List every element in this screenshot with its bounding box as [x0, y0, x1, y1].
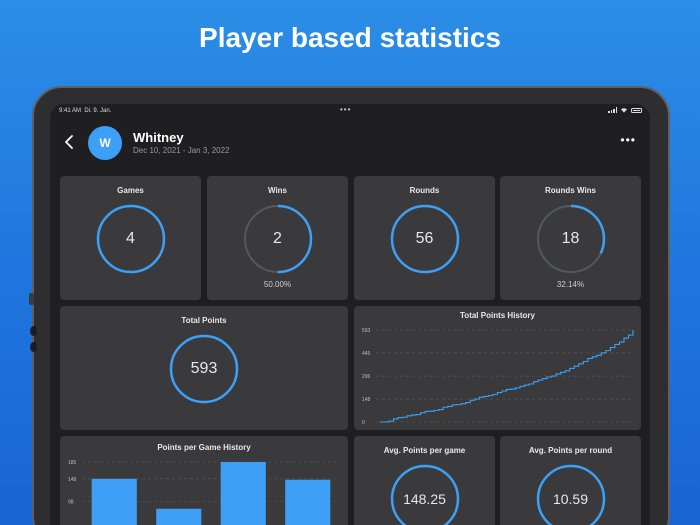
- more-options-icon[interactable]: •••: [620, 133, 636, 147]
- line-chart-title: Total Points History: [460, 311, 536, 320]
- multitask-dots[interactable]: •••: [340, 105, 352, 114]
- cellular-signal-icon: [608, 107, 617, 113]
- player-avatar: W: [88, 126, 122, 160]
- avg-points-game-card: Avg. Points per game 148.25: [354, 436, 495, 525]
- status-bar: 9:41 AM Di. 9. Jan. •••: [50, 104, 650, 118]
- status-indicators: [608, 107, 642, 113]
- games-title: Games: [117, 186, 144, 195]
- bar-chart-title: Points per Game History: [157, 443, 251, 452]
- avg-points-game-ring: 148.25: [390, 464, 460, 525]
- points-per-game-chart: Points per Game History 98 148 185: [68, 443, 340, 525]
- rounds-card: Rounds 56: [354, 176, 495, 300]
- device-sensor: [30, 342, 37, 352]
- player-date-range: Dec 10, 2021 - Jan 3, 2022: [133, 146, 230, 155]
- back-chevron-icon[interactable]: [62, 134, 76, 150]
- line-chart-y-tick: 296: [362, 374, 371, 380]
- wins-value: 2: [273, 230, 282, 247]
- device-side-button: [29, 293, 34, 305]
- rounds-title: Rounds: [409, 186, 440, 195]
- avg-points-round-title: Avg. Points per round: [528, 446, 613, 455]
- line-chart-y-tick: 593: [362, 328, 371, 334]
- total-points-value: 593: [190, 360, 218, 377]
- bar-chart-y-tick: 148: [68, 477, 77, 483]
- line-chart-y-tick: 445: [362, 351, 371, 357]
- wins-ring: 2: [243, 204, 313, 274]
- bar-chart-bar: [220, 462, 266, 525]
- games-ring: 4: [96, 204, 166, 274]
- points-per-game-card: Points per Game History 98 148 185: [60, 436, 348, 525]
- avg-points-game-value: 148.25: [403, 491, 446, 507]
- bar-chart-y-tick: 185: [68, 460, 77, 466]
- bar-chart-bar: [156, 508, 202, 525]
- wins-card: Wins 2 50.00%: [207, 176, 348, 300]
- round-wins-card: Rounds Wins 18 32.14%: [500, 176, 641, 300]
- total-points-history-chart: Total Points History 0 148 296 445 593: [362, 311, 634, 426]
- wins-title: Wins: [267, 186, 288, 195]
- total-points-ring: 593: [169, 334, 239, 404]
- line-chart-y-tick: 148: [362, 397, 371, 403]
- round-wins-value: 18: [561, 230, 580, 247]
- avg-points-round-card: Avg. Points per round 10.59: [500, 436, 641, 525]
- line-chart-series: [380, 330, 634, 423]
- round-wins-percentage: 32.14%: [556, 280, 585, 289]
- avg-points-round-ring: 10.59: [536, 464, 606, 525]
- status-time: 9:41 AM Di. 9. Jan.: [59, 108, 112, 114]
- games-value: 4: [126, 230, 135, 247]
- rounds-ring: 56: [390, 204, 460, 274]
- line-chart-y-tick: 0: [362, 420, 365, 426]
- avg-points-round-value: 10.59: [552, 491, 589, 507]
- rounds-value: 56: [415, 230, 434, 247]
- bar-chart-y-tick: 98: [68, 500, 74, 506]
- total-points-card: Total Points 593: [60, 306, 348, 430]
- total-points-title: Total Points: [181, 316, 227, 325]
- avg-points-game-title: Avg. Points per game: [383, 446, 466, 455]
- device-camera: [30, 326, 37, 336]
- wins-percentage: 50.00%: [263, 280, 292, 289]
- avatar-initial: W: [99, 136, 111, 150]
- page-headline: Player based statistics: [199, 22, 501, 53]
- total-points-history-card: Total Points History 0 148 296 445 593: [354, 306, 641, 430]
- round-wins-ring: 18: [536, 204, 606, 274]
- bar-chart-bar: [91, 478, 137, 525]
- player-name: Whitney: [133, 130, 184, 145]
- app-screen: 9:41 AM Di. 9. Jan. ••• W Whitney Dec 10…: [50, 104, 650, 525]
- battery-icon: [631, 107, 642, 113]
- games-card: Games 4: [60, 176, 201, 300]
- round-wins-title: Rounds Wins: [544, 186, 597, 195]
- wifi-icon: [621, 108, 627, 113]
- bar-chart-bar: [285, 479, 331, 525]
